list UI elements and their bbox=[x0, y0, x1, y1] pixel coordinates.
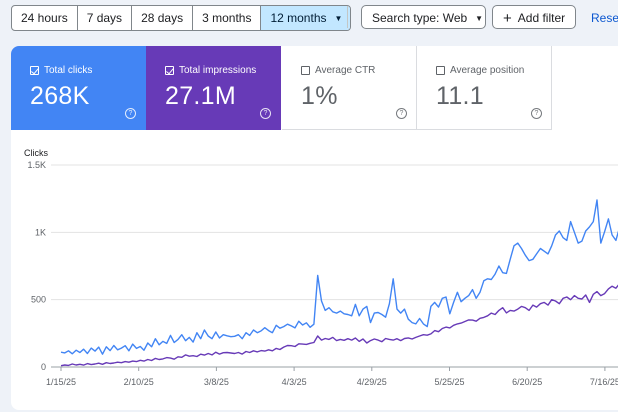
y-tick-label: 500 bbox=[31, 295, 46, 305]
series-line-impressions[interactable] bbox=[60, 284, 618, 367]
metric-card-average-position[interactable]: Average position 11.1 ? bbox=[417, 46, 552, 130]
reset-link[interactable]: Reset bbox=[591, 11, 618, 25]
metric-value: 27.1M bbox=[165, 82, 236, 110]
plus-icon: + bbox=[503, 10, 512, 27]
x-tick-label: 7/16/25 bbox=[590, 377, 618, 387]
checkbox-unchecked-icon[interactable] bbox=[436, 66, 445, 75]
x-tick-label: 2/10/25 bbox=[124, 377, 154, 387]
metric-card-total-clicks[interactable]: Total clicks 268K ? bbox=[11, 46, 146, 130]
metric-card-total-impressions[interactable]: Total impressions 27.1M ? bbox=[146, 46, 281, 130]
metric-card-average-ctr[interactable]: Average CTR 1% ? bbox=[282, 46, 417, 130]
range-12-months-label: 12 months bbox=[270, 11, 327, 25]
search-type-dropdown[interactable]: Search type: Web ▼ bbox=[361, 5, 486, 29]
caret-down-icon: ▼ bbox=[334, 14, 343, 23]
range-3-months-button[interactable]: 3 months bbox=[193, 6, 262, 30]
help-icon[interactable]: ? bbox=[531, 108, 542, 119]
caret-down-icon: ▼ bbox=[475, 14, 484, 23]
y-axis-title: Clicks bbox=[24, 148, 48, 158]
add-filter-label: Add filter bbox=[517, 11, 566, 25]
help-icon[interactable]: ? bbox=[396, 108, 407, 119]
series-line-clicks[interactable] bbox=[60, 199, 618, 355]
x-tick-label: 3/8/25 bbox=[204, 377, 229, 387]
checkbox-unchecked-icon[interactable] bbox=[301, 66, 310, 75]
toolbar: 24 hours 7 days 28 days 3 months 12 mont… bbox=[0, 0, 618, 36]
metric-value: 1% bbox=[301, 82, 338, 110]
x-tick-label: 5/25/25 bbox=[434, 377, 464, 387]
chart-gridlines bbox=[51, 164, 618, 368]
x-tick-label: 4/29/25 bbox=[357, 377, 387, 387]
date-range-selector: 24 hours 7 days 28 days 3 months 12 mont… bbox=[11, 5, 352, 31]
chart-series bbox=[60, 199, 618, 367]
checkbox-checked-icon[interactable] bbox=[30, 66, 39, 75]
y-axis-ticks: 0 500 1K 1.5K bbox=[27, 160, 46, 372]
metric-value: 268K bbox=[30, 82, 90, 110]
x-axis-ticks: 1/15/25 2/10/25 3/8/25 4/3/25 4/29/25 5/25/25… bbox=[46, 367, 618, 387]
range-28-days-button[interactable]: 28 days bbox=[132, 6, 194, 30]
range-7-days-button[interactable]: 7 days bbox=[78, 6, 133, 30]
y-tick-label: 1.5K bbox=[27, 160, 46, 170]
search-type-label: Search type: Web bbox=[372, 11, 468, 25]
x-tick-label: 4/3/25 bbox=[282, 377, 307, 387]
y-tick-label: 1K bbox=[35, 227, 46, 237]
performance-panel: Total clicks 268K ? Total impressions 27… bbox=[11, 46, 618, 410]
help-icon[interactable]: ? bbox=[260, 108, 271, 119]
metric-label: Total clicks bbox=[44, 65, 93, 76]
x-tick-label: 1/15/25 bbox=[46, 377, 76, 387]
y-tick-label: 0 bbox=[41, 362, 46, 372]
metric-value: 11.1 bbox=[436, 82, 485, 110]
metric-label: Average CTR bbox=[315, 65, 376, 76]
checkbox-checked-icon[interactable] bbox=[165, 66, 174, 75]
toolbar-divider bbox=[347, 6, 348, 28]
x-tick-label: 6/20/25 bbox=[512, 377, 542, 387]
add-filter-button[interactable]: + Add filter bbox=[492, 5, 576, 29]
help-icon[interactable]: ? bbox=[125, 108, 136, 119]
range-12-months-button[interactable]: 12 months ▼ bbox=[261, 6, 351, 30]
metric-label: Total impressions bbox=[179, 65, 257, 76]
performance-chart[interactable]: Clicks 0 500 1K 1.5K 1/15/25 2/10/25 3/8/25 4/… bbox=[11, 46, 618, 410]
metric-label: Average position bbox=[450, 65, 525, 76]
range-24-hours-button[interactable]: 24 hours bbox=[12, 6, 78, 30]
